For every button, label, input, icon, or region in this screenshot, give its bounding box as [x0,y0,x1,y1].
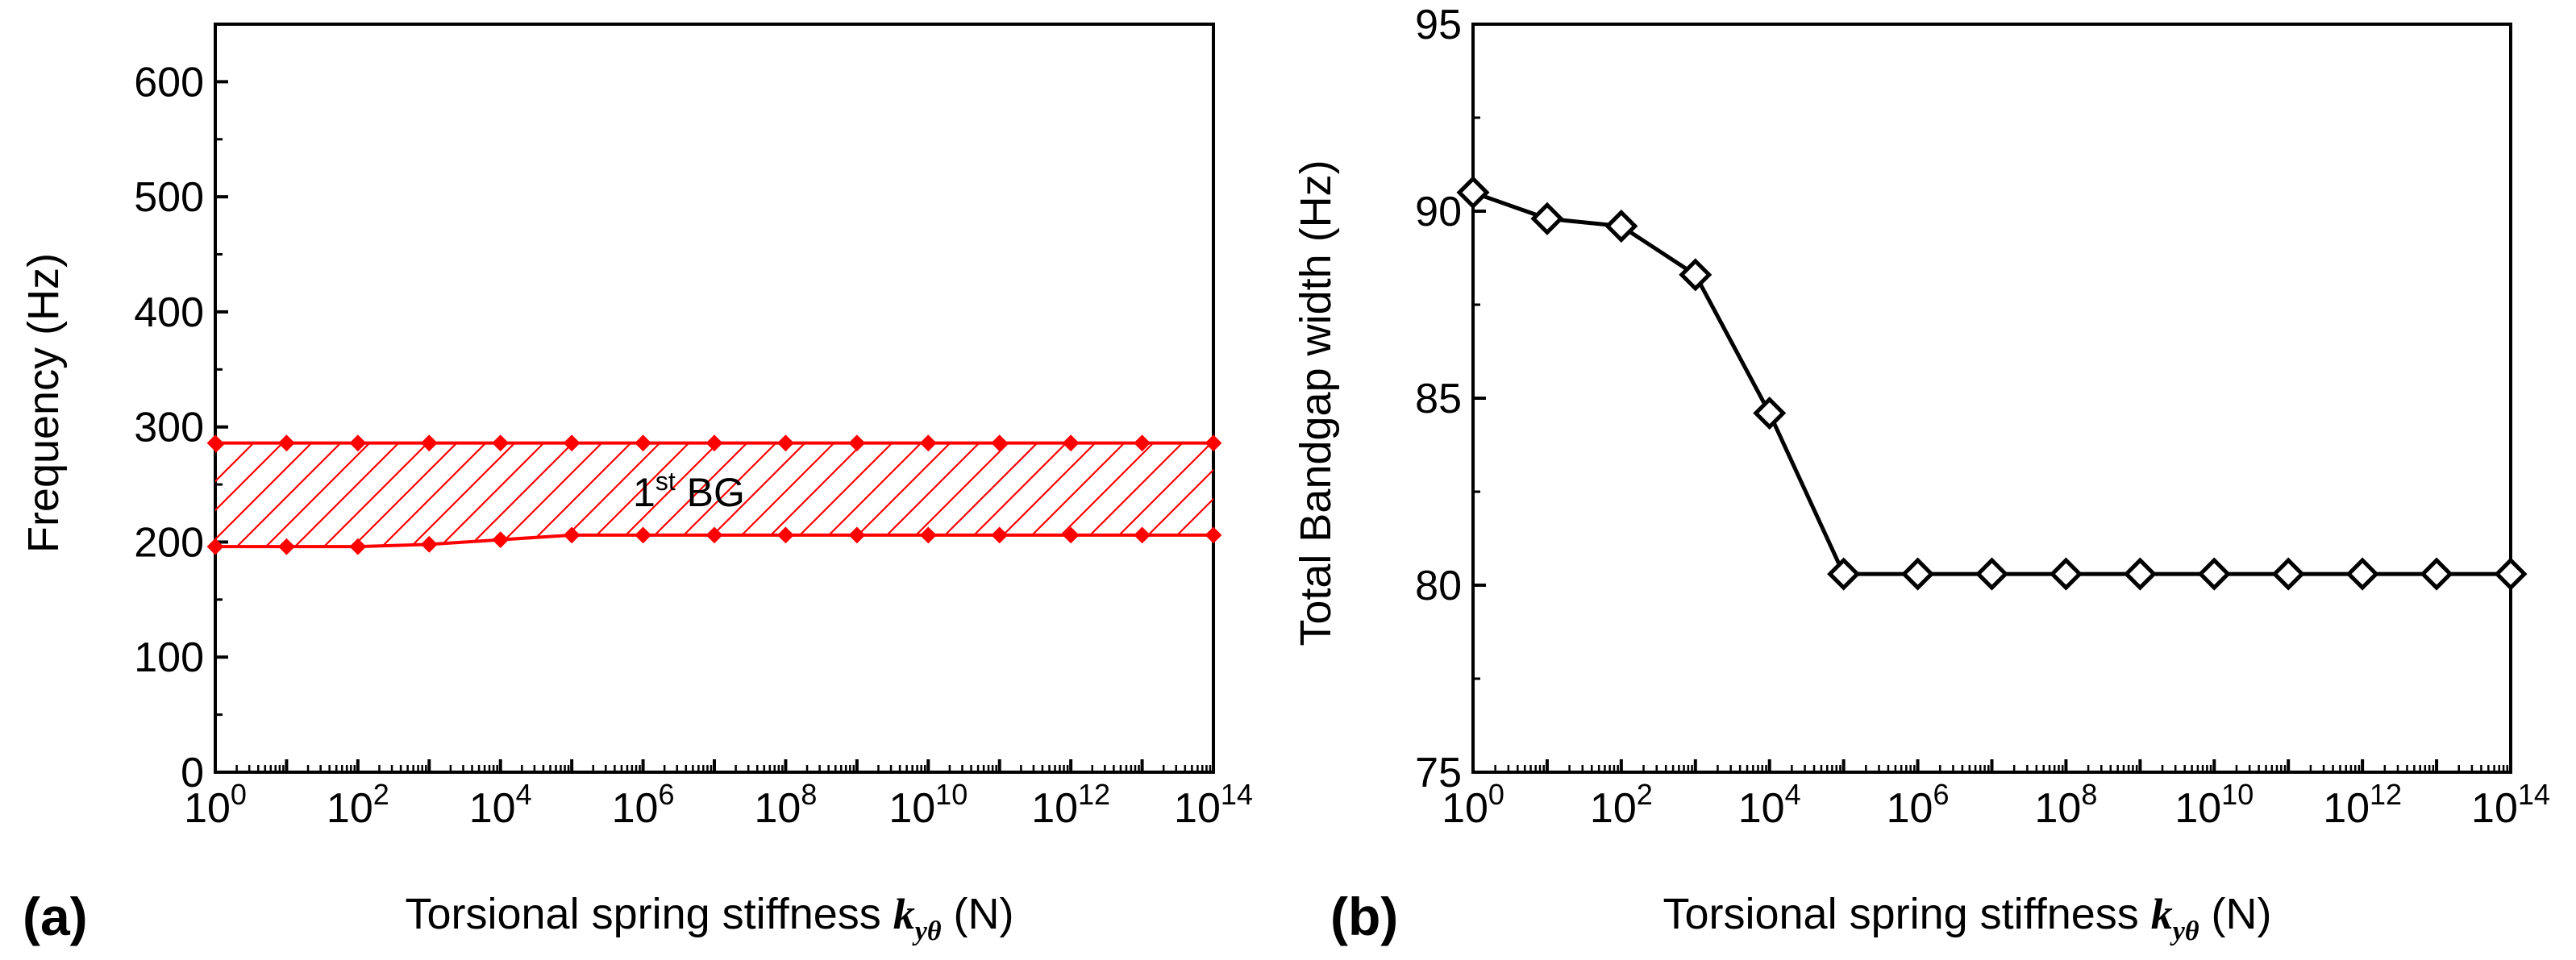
lower-bound-marker [705,526,723,544]
upper-bound-marker [349,434,367,452]
bandgap-width-marker [2420,557,2453,591]
lower-bound-marker [206,538,224,555]
bandgap-width-marker [2197,557,2231,591]
x-tick-label: 1014 [2471,778,2550,832]
lower-bound-marker [1062,526,1080,544]
lower-bound-marker [349,538,367,555]
lower-bound-marker [420,535,438,553]
y-tick-label: 300 [134,405,204,451]
y-tick-label: 400 [134,289,204,336]
upper-bound-marker [1134,434,1151,452]
y-tick-label: 85 [1415,376,1462,422]
upper-bound-marker [420,434,438,452]
x-tick-label: 1010 [888,778,968,832]
panel-b-plot-frame [1471,23,2512,774]
bandgap-width-marker [1679,258,1712,292]
y-tick-label: 600 [134,59,204,106]
bandgap-width-marker [1975,557,2009,591]
panel-b-x-axis-title: Torsional spring stiffness kyθ (N) [1663,890,2271,946]
lower-bound-marker [278,538,295,555]
x-tick-label: 1014 [1174,778,1253,832]
x-tick-label: 1012 [1031,778,1110,832]
panel-a-plot-frame [214,23,1215,774]
panel-b-y-axis-title: Total Bandgap width (Hz) [1292,160,1340,646]
panel-a-y-axis-title: Frequency (Hz) [19,253,68,553]
bandgap-width-marker [2494,557,2528,591]
bandgap-width-marker [2049,557,2083,591]
y-tick-label: 0 [181,750,204,796]
lower-bound-marker [919,526,937,544]
bandgap-width-marker [2123,557,2157,591]
x-tick-label: 1010 [2174,778,2253,832]
x-tick-label: 106 [612,778,675,832]
panel-b-chart: 75 80 85 90 95 100 102 104 106 108 1010 1012 1014 To… [1292,2,2550,946]
x-tick-label: 104 [469,778,532,832]
bandgap-width-marker [1604,210,1638,243]
y-tick-label: 500 [134,174,204,221]
lower-bound-marker [635,526,651,544]
panel-a-label: (a) [23,887,88,946]
y-tick-label: 90 [1415,189,1462,235]
bandgap-width-marker [1456,176,1490,210]
y-tick-label: 75 [1415,750,1462,796]
panel-b-ticks: 75 80 85 90 95 100 102 104 106 108 1010 1012 1014 [1415,2,2550,832]
y-tick-label: 200 [134,519,204,566]
upper-bound-marker [1205,434,1222,452]
y-tick-label: 80 [1415,563,1462,609]
panel-a-bandgap-region [215,443,1213,547]
y-tick-label: 95 [1415,2,1462,48]
upper-bound-marker [919,434,937,452]
x-tick-label: 1012 [2323,778,2402,832]
x-tick-label: 106 [1887,778,1950,832]
bandgap-width-marker [1827,557,1861,591]
y-tick-label: 100 [134,634,204,681]
lower-bound-marker [991,526,1009,544]
lower-bound-marker [563,526,581,544]
upper-bound-marker [777,434,794,452]
upper-bound-marker [492,434,510,452]
upper-bound-marker [991,434,1009,452]
upper-bound-marker [278,434,295,452]
x-tick-label: 102 [1590,778,1653,832]
x-tick-label: 108 [2034,778,2097,832]
x-tick-label: 104 [1738,778,1801,832]
upper-bound-marker [206,434,224,452]
panel-b-label: (b) [1330,887,1398,946]
x-tick-label: 108 [754,778,817,832]
bandgap-width-marker [1753,397,1787,430]
upper-bound-marker [705,434,723,452]
lower-bound-marker [492,531,510,549]
bandgap-width-marker [1530,202,1564,235]
panel-a-series [206,434,1222,555]
bandgap-width-marker [1901,557,1935,591]
bandgap-width-marker [2271,557,2305,591]
panel-a-x-axis-title: Torsional spring stiffness kyθ (N) [405,890,1013,946]
upper-bound-marker [1062,434,1080,452]
panel-a-band-label: 1st BG [633,467,745,515]
upper-bound-marker [635,434,651,452]
lower-bound-marker [848,526,866,544]
panel-b-series [1456,176,2528,591]
x-tick-label: 100 [184,778,247,832]
bandgap-width-line [1472,190,2511,576]
bandgap-hatch [215,443,1213,547]
lower-bound-marker [777,526,794,544]
bandgap-width-marker [2345,557,2379,591]
upper-bound-marker [563,434,581,452]
upper-bound-marker [848,434,866,452]
x-tick-label: 100 [1442,778,1504,832]
lower-bound-marker [1205,526,1222,544]
lower-bound-marker [1134,526,1151,544]
x-tick-label: 102 [327,778,389,832]
